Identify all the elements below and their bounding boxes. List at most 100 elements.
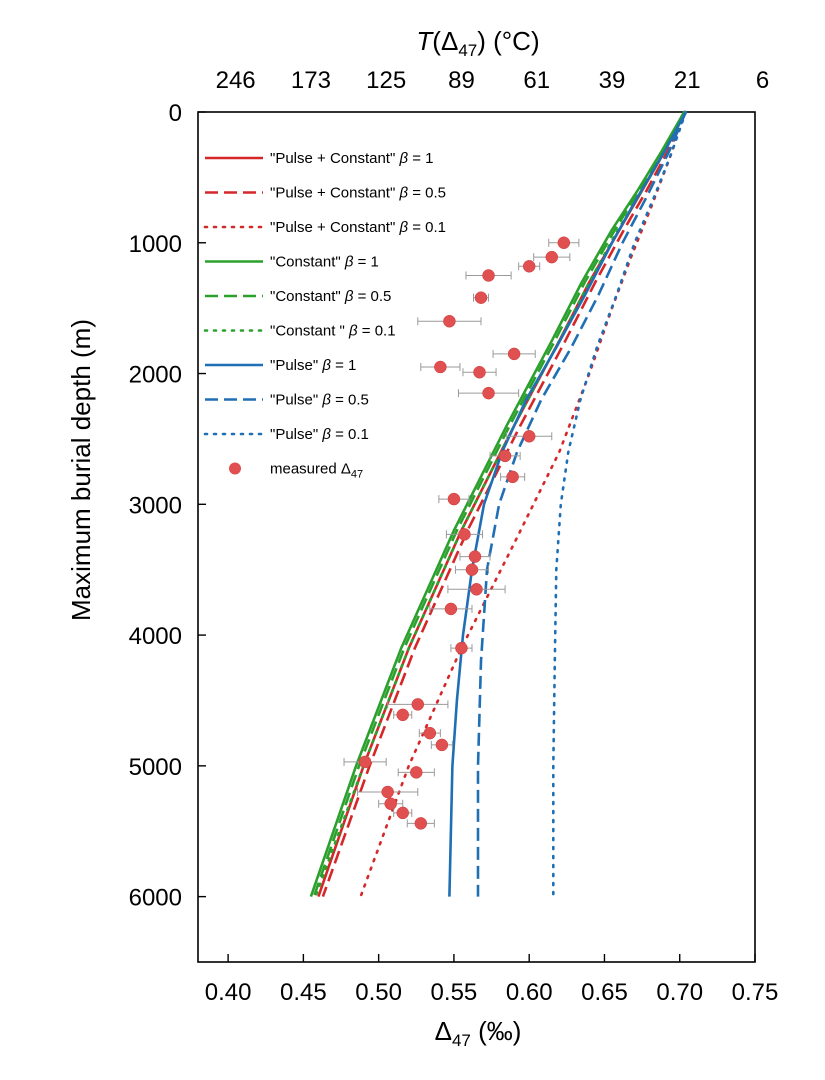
series-line-pulse-constant-0-5	[321, 111, 686, 898]
top-axis-title: T(Δ47) (°C)	[416, 26, 539, 60]
legend-label: "Pulse + Constant" β = 0.1	[270, 219, 446, 236]
measured-point	[462, 365, 497, 379]
y-tick-label: 6000	[129, 885, 182, 912]
measured-marker	[411, 698, 425, 711]
legend-label: "Constant" β = 0.5	[270, 288, 391, 305]
measured-marker	[381, 785, 394, 799]
measured-point	[420, 360, 461, 374]
measured-marker	[423, 726, 437, 740]
measured-marker	[506, 470, 519, 484]
legend-marker	[229, 462, 241, 475]
x-tick-label: 0.50	[355, 979, 402, 1006]
measured-point	[378, 797, 404, 811]
y-tick-label: 5000	[129, 754, 182, 781]
measured-point	[472, 291, 490, 304]
measured-point	[438, 492, 470, 506]
legend-item-pulse-0-5: "Pulse" β = 0.5	[205, 392, 369, 409]
top-tick-label: 173	[291, 67, 331, 94]
legend-label: "Constant " β = 0.1	[270, 323, 396, 340]
series-line-pulse-0-5	[476, 111, 687, 897]
legend-item-pulse-constant-0-5: "Pulse + Constant" β = 0.5	[205, 185, 446, 202]
measured-marker	[435, 738, 449, 752]
measured-marker	[447, 492, 461, 506]
legend-item-constant-0-1: "Constant " β = 0.1	[203, 323, 396, 340]
measured-marker	[557, 236, 571, 250]
legend-label: "Pulse + Constant" β = 0.5	[270, 185, 446, 202]
legend-item-constant-1: "Constant" β = 1	[205, 254, 379, 271]
legend-item-pulse-constant-0-1: "Pulse + Constant" β = 0.1	[203, 219, 446, 236]
series-line-pulse-0-1	[551, 110, 688, 898]
measured-point	[357, 785, 419, 799]
x-axis-title: Δ47 (‰)	[435, 1016, 522, 1050]
y-axis-title: Maximum burial depth (m)	[66, 319, 96, 621]
measured-point	[429, 602, 473, 616]
measured-marker	[474, 291, 488, 304]
y-tick-label: 2000	[129, 362, 182, 389]
measured-marker	[482, 386, 495, 400]
measured-point	[418, 726, 441, 740]
measured-marker	[443, 314, 456, 328]
top-tick-label: 6	[756, 67, 769, 94]
measured-point	[548, 236, 580, 250]
top-tick-label: 125	[366, 67, 406, 94]
measured-point	[430, 738, 453, 752]
measured-point	[406, 817, 435, 830]
x-tick-label: 0.45	[280, 979, 327, 1006]
measured-marker	[410, 766, 423, 779]
measured-point	[393, 806, 413, 820]
legend-label: "Pulse" β = 0.5	[270, 392, 369, 409]
series-line-pulse-1	[448, 111, 687, 897]
legend-item-constant-0-5: "Constant" β = 0.5	[205, 288, 391, 305]
measured-marker	[458, 528, 471, 541]
legend-label: "Pulse + Constant" β = 1	[270, 150, 434, 167]
axis-ticks: 0.40 0.45 0.50 0.55 0.60 0.65 0.70 0.75 0 1000 200…	[129, 67, 779, 1006]
legend-label: "Pulse" β = 1	[270, 357, 356, 374]
top-tick-label: 246	[216, 67, 256, 94]
measured-marker	[414, 817, 428, 830]
measured-point	[465, 269, 512, 282]
measured-marker	[498, 449, 512, 463]
y-tick-label: 1000	[129, 231, 182, 258]
measured-point	[506, 430, 553, 443]
measured-marker	[522, 260, 536, 273]
legend-item-measured: measured Δ47	[229, 461, 363, 481]
measured-marker	[473, 365, 486, 379]
legend-label: "Pulse" β = 0.1	[270, 426, 369, 443]
top-tick-label: 61	[523, 67, 550, 94]
measured-marker	[465, 563, 479, 576]
measured-marker	[396, 806, 409, 820]
legend-item-pulse-0-1: "Pulse" β = 0.1	[203, 426, 369, 443]
measured-marker	[358, 755, 372, 769]
measured-marker	[507, 347, 521, 361]
measured-point	[500, 470, 526, 484]
legend-item-pulse-1: "Pulse" β = 1	[205, 357, 356, 374]
measured-marker	[434, 360, 447, 374]
x-tick-label: 0.40	[205, 979, 252, 1006]
legend-label: "Constant" β = 1	[270, 254, 379, 271]
plot-area-frame	[197, 111, 756, 963]
measured-marker	[396, 708, 409, 722]
x-tick-label: 0.55	[431, 979, 478, 1006]
measured-point	[393, 708, 413, 722]
measured-marker	[522, 430, 536, 443]
measured-marker	[470, 583, 483, 596]
plot-content	[309, 110, 688, 898]
measured-point	[343, 755, 387, 769]
x-tick-label: 0.60	[506, 979, 553, 1006]
y-tick-label: 4000	[129, 623, 182, 650]
x-tick-label: 0.65	[581, 979, 628, 1006]
measured-marker	[384, 797, 397, 811]
legend: "Pulse + Constant" β = 1 "Pulse + Constan…	[203, 150, 446, 481]
measured-point	[397, 766, 435, 779]
x-tick-label: 0.75	[732, 979, 779, 1006]
measured-point	[489, 449, 521, 463]
measured-marker	[482, 269, 495, 282]
measured-point	[445, 528, 484, 541]
top-tick-label: 21	[674, 67, 701, 94]
x-tick-label: 0.70	[656, 979, 703, 1006]
y-tick-label: 0	[169, 100, 182, 127]
measured-marker	[455, 641, 468, 655]
measured-marker	[545, 250, 559, 264]
legend-label: measured Δ47	[270, 461, 363, 481]
